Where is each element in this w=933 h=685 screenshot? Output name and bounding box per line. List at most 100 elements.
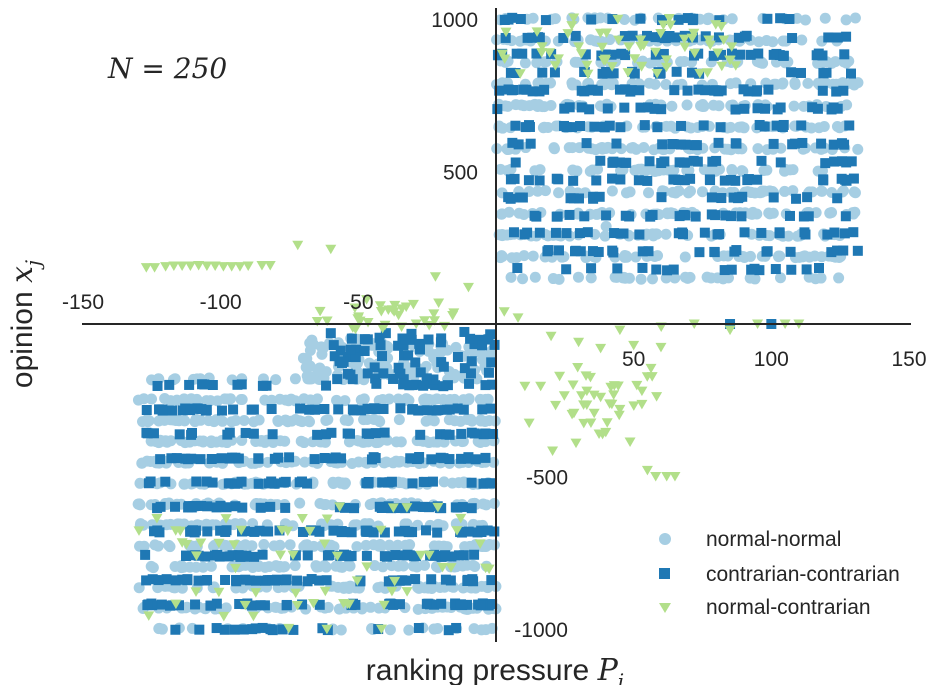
contrarian-contrarian-point	[407, 478, 418, 489]
contrarian-contrarian-point	[778, 50, 789, 61]
contrarian-contrarian-point	[377, 351, 388, 362]
contrarian-contrarian-point	[230, 501, 241, 512]
contrarian-contrarian-point	[798, 211, 809, 222]
contrarian-contrarian-point	[533, 32, 544, 43]
contrarian-contrarian-point	[534, 175, 545, 186]
normal-contrarian-point	[573, 337, 585, 348]
contrarian-contrarian-point	[521, 84, 532, 95]
contrarian-contrarian-point	[414, 338, 425, 349]
contrarian-contrarian-point	[320, 429, 331, 440]
contrarian-contrarian-point	[607, 157, 618, 168]
normal-contrarian-point	[724, 325, 736, 336]
contrarian-contrarian-point	[199, 379, 210, 390]
contrarian-contrarian-point	[726, 211, 737, 222]
normal-contrarian-point	[291, 600, 303, 611]
normal-normal-point	[353, 456, 365, 468]
normal-contrarian-point	[519, 381, 531, 392]
contrarian-contrarian-point	[459, 326, 470, 337]
contrarian-contrarian-point	[589, 121, 600, 132]
normal-normal-point	[268, 540, 280, 552]
contrarian-contrarian-point	[585, 85, 596, 96]
contrarian-contrarian-point	[345, 344, 356, 355]
normal-normal-point	[812, 165, 824, 177]
contrarian-contrarian-point	[251, 575, 262, 586]
normal-contrarian-point	[575, 49, 587, 59]
normal-normal-point	[304, 360, 316, 372]
contrarian-contrarian-point	[474, 334, 485, 345]
normal-contrarian-point	[715, 22, 727, 32]
normal-normal-point	[600, 143, 612, 155]
normal-normal-point	[852, 143, 864, 155]
contrarian-contrarian-point	[253, 453, 264, 464]
contrarian-contrarian-point	[786, 67, 797, 78]
contrarian-contrarian-point	[561, 264, 572, 275]
contrarian-contrarian-point	[414, 452, 425, 463]
normal-normal-point	[331, 394, 343, 406]
normal-contrarian-point	[428, 309, 440, 319]
normal-contrarian-point	[180, 539, 192, 550]
normal-contrarian-point	[448, 308, 460, 318]
contrarian-contrarian-point	[649, 103, 660, 114]
normal-contrarian-point	[283, 623, 295, 634]
contrarian-contrarian-point	[762, 13, 773, 24]
normal-normal-point	[643, 187, 655, 199]
contrarian-contrarian-point	[394, 575, 405, 586]
contrarian-contrarian-point	[671, 66, 682, 77]
normal-normal-point	[816, 251, 828, 263]
normal-contrarian-point	[351, 576, 363, 586]
normal-normal-point	[758, 165, 770, 177]
contrarian-contrarian-point	[551, 173, 562, 184]
x-tick-label: -50	[343, 291, 373, 314]
contrarian-contrarian-point	[704, 174, 715, 185]
normal-normal-point	[538, 56, 550, 68]
contrarian-contrarian-point	[579, 211, 590, 222]
normal-normal-point	[259, 394, 271, 406]
contrarian-contrarian-point	[510, 120, 521, 131]
normal-normal-point	[532, 185, 544, 197]
contrarian-contrarian-point	[575, 121, 586, 132]
normal-contrarian-point	[378, 600, 390, 611]
normal-contrarian-point	[544, 48, 556, 58]
contrarian-contrarian-point	[488, 428, 499, 439]
normal-contrarian-point	[613, 35, 625, 46]
normal-contrarian-point	[218, 611, 230, 622]
contrarian-contrarian-point	[247, 600, 258, 611]
contrarian-contrarian-point	[418, 380, 429, 391]
contrarian-contrarian-point	[368, 527, 379, 538]
normal-normal-point	[449, 368, 461, 380]
contrarian-contrarian-point	[656, 158, 667, 169]
normal-normal-point	[258, 539, 270, 551]
normal-normal-point	[749, 273, 761, 285]
contrarian-contrarian-point	[237, 502, 248, 513]
normal-contrarian-point	[304, 526, 316, 537]
contrarian-contrarian-point	[549, 67, 560, 78]
contrarian-contrarian-point	[615, 122, 626, 133]
contrarian-contrarian-point	[606, 49, 617, 60]
contrarian-contrarian-point	[752, 174, 763, 185]
contrarian-contrarian-point	[570, 30, 581, 41]
contrarian-contrarian-point	[346, 527, 357, 538]
contrarian-contrarian-point	[651, 264, 662, 275]
contrarian-contrarian-point	[612, 263, 623, 274]
contrarian-contrarian-point	[255, 502, 266, 513]
contrarian-contrarian-point	[211, 502, 222, 513]
normal-normal-point	[318, 560, 330, 572]
normal-normal-point	[169, 560, 181, 572]
normal-normal-point	[403, 624, 415, 636]
normal-normal-point	[418, 393, 430, 405]
normal-contrarian-point	[388, 307, 400, 317]
normal-contrarian-point	[622, 68, 634, 78]
normal-normal-point	[681, 99, 693, 111]
contrarian-contrarian-point	[846, 68, 857, 79]
normal-contrarian-point	[514, 69, 526, 79]
contrarian-contrarian-point	[759, 121, 770, 132]
contrarian-contrarian-point	[332, 374, 343, 385]
normal-normal-point	[136, 457, 148, 469]
normal-contrarian-point	[290, 588, 302, 599]
contrarian-contrarian-point	[848, 173, 859, 184]
contrarian-contrarian-point	[775, 13, 786, 24]
normal-normal-point	[476, 354, 488, 366]
contrarian-contrarian-point	[426, 574, 437, 585]
normal-normal-point	[304, 394, 316, 406]
contrarian-contrarian-point	[480, 380, 491, 391]
